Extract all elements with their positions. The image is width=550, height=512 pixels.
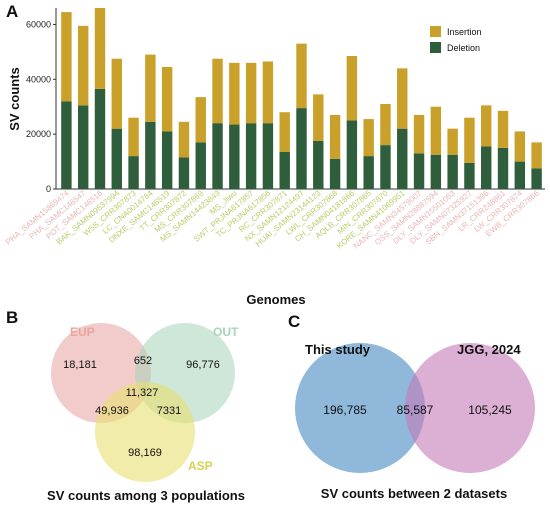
bar-insertion	[296, 43, 307, 109]
bar-insertion	[229, 62, 240, 125]
y-ticks: 0 20000 40000 60000	[26, 19, 56, 194]
bar-deletion	[514, 161, 526, 189]
bar-deletion	[296, 108, 307, 189]
bar-deletion	[262, 123, 274, 189]
bar-deletion	[464, 162, 475, 189]
bar-insertion	[497, 110, 509, 148]
panel-c-label: C	[288, 312, 300, 331]
bar-deletion	[145, 121, 156, 189]
bar-insertion	[346, 55, 358, 121]
bar-insertion	[195, 97, 206, 143]
venn-circle-asp	[95, 382, 195, 482]
venn-value-this-study-only: 196,785	[323, 403, 367, 417]
bar-deletion	[94, 88, 106, 189]
bar-deletion	[77, 105, 89, 189]
bar-insertion	[77, 25, 89, 106]
bar-insertion	[279, 112, 290, 152]
set-label-eup: EUP	[70, 325, 95, 339]
set-label-out: OUT	[213, 325, 239, 339]
bar-insertion	[313, 94, 324, 142]
bar-deletion	[212, 123, 223, 189]
venn-value-eup-asp: 49,936	[95, 405, 129, 417]
bar-deletion	[195, 142, 206, 189]
bar-deletion	[161, 131, 173, 189]
bar-insertion	[111, 58, 122, 129]
venn-value-all-three: 11,327	[126, 387, 159, 399]
stacked-bar-chart: 0 20000 40000 60000 PHA_SAMN15869474PHA_SAM…	[4, 8, 545, 307]
bar-deletion	[313, 141, 324, 189]
legend-swatch-insertion	[430, 26, 441, 37]
bar-insertion	[363, 119, 374, 157]
bar-deletion	[397, 128, 408, 189]
bar-insertion	[178, 121, 190, 158]
bar-insertion	[94, 8, 106, 89]
bars	[61, 8, 542, 189]
venn2-caption: SV counts between 2 datasets	[321, 486, 507, 501]
venn-value-eup-only: 18,181	[63, 359, 97, 371]
venn-three-populations: EUP OUT ASP 18,181 652 96,776 11,327 49,…	[51, 323, 239, 482]
bar-insertion	[380, 103, 391, 146]
bar-insertion	[481, 105, 492, 147]
bar-deletion	[380, 145, 391, 189]
y-tick-label: 60000	[26, 19, 51, 29]
bar-deletion	[111, 128, 122, 189]
bar-deletion	[245, 123, 257, 189]
bar-insertion	[413, 114, 425, 154]
set-label-asp: ASP	[188, 459, 213, 473]
venn-value-out-asp: 7331	[157, 405, 181, 417]
bar-deletion	[329, 158, 341, 189]
venn-value-shared: 85,587	[397, 403, 434, 417]
bar-insertion	[262, 61, 274, 124]
bar-insertion	[145, 54, 156, 122]
bar-insertion	[61, 12, 72, 102]
bar-insertion	[531, 142, 542, 169]
x-axis-title: Genomes	[246, 292, 305, 307]
bar-deletion	[229, 124, 240, 189]
bar-insertion	[464, 117, 475, 163]
panel-a-label: A	[6, 2, 18, 21]
bar-insertion	[514, 131, 526, 162]
venn-value-eup-out: 652	[134, 355, 152, 367]
bar-deletion	[363, 156, 374, 189]
y-axis-title: SV counts	[7, 67, 22, 131]
bar-insertion	[245, 62, 257, 124]
legend-label-insertion: Insertion	[447, 27, 482, 37]
venn-circle-jgg-2024	[405, 343, 535, 473]
bar-deletion	[279, 151, 290, 189]
bar-deletion	[61, 101, 72, 189]
venn-value-out-only: 96,776	[186, 359, 220, 371]
venn-value-asp-only: 98,169	[128, 447, 162, 459]
bar-insertion	[430, 106, 442, 155]
bar-insertion	[212, 58, 223, 124]
set-label-this-study: This study	[305, 342, 371, 357]
venn3-caption: SV counts among 3 populations	[47, 488, 245, 503]
bar-deletion	[497, 147, 509, 189]
bar-deletion	[447, 154, 458, 189]
bar-deletion	[531, 168, 542, 189]
legend-swatch-deletion	[430, 42, 441, 53]
set-label-jgg-2024: JGG, 2024	[457, 342, 521, 357]
venn-value-jgg-only: 105,245	[468, 403, 512, 417]
y-tick-label: 20000	[26, 129, 51, 139]
legend-label-deletion: Deletion	[447, 43, 480, 53]
bar-deletion	[481, 146, 492, 189]
bar-insertion	[128, 117, 139, 157]
y-tick-label: 40000	[26, 74, 51, 84]
bar-deletion	[413, 153, 425, 189]
panel-b-label: B	[6, 308, 18, 327]
bar-insertion	[447, 128, 458, 155]
bar-insertion	[161, 66, 173, 132]
bar-deletion	[128, 156, 139, 189]
x-tick-labels: PHA_SAMN15869474PHA_SAMC146547POT_SAMC14…	[4, 188, 541, 250]
y-tick-label: 0	[46, 184, 51, 194]
bar-deletion	[346, 120, 358, 189]
venn-circle-this-study	[295, 343, 425, 473]
legend: Insertion Deletion	[430, 26, 482, 53]
bar-insertion	[329, 114, 341, 159]
venn-two-datasets: This study JGG, 2024 196,785 85,587 105,…	[295, 342, 535, 473]
bar-insertion	[397, 68, 408, 129]
bar-deletion	[430, 154, 442, 189]
bar-deletion	[178, 157, 190, 189]
